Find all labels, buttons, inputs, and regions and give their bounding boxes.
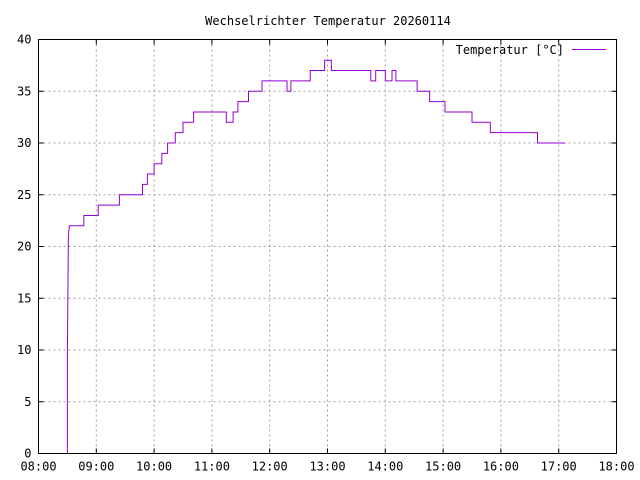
x-tick-label: 16:00 — [483, 460, 519, 474]
x-tick-label: 08:00 — [20, 460, 56, 474]
x-tick-label: 12:00 — [252, 460, 288, 474]
legend: Temperatur [°C] — [456, 43, 606, 57]
x-tick-label: 11:00 — [194, 460, 230, 474]
y-tick-label: 0 — [24, 447, 31, 461]
x-tick-label: 10:00 — [136, 460, 172, 474]
y-tick-label: 20 — [17, 240, 31, 254]
x-tick-label: 14:00 — [367, 460, 403, 474]
data-series — [66, 59, 566, 454]
legend-label: Temperatur [°C] — [456, 43, 564, 57]
x-tick-label: 13:00 — [309, 460, 345, 474]
y-tick-label: 25 — [17, 188, 31, 202]
y-axis-tick-labels: 0 5 10 15 20 25 30 35 40 — [17, 33, 31, 461]
y-tick-label: 15 — [17, 291, 31, 305]
x-tick-label: 18:00 — [598, 460, 634, 474]
x-tick-label: 09:00 — [78, 460, 114, 474]
chart-title: Wechselrichter Temperatur 20260114 — [205, 14, 451, 28]
x-axis-tick-labels: 08:00 09:00 10:00 11:00 12:00 13:00 14:00 15:00… — [20, 460, 634, 474]
y-tick-label: 35 — [17, 84, 31, 98]
series-line — [66, 59, 566, 454]
x-tick-label: 17:00 — [541, 460, 577, 474]
y-tick-label: 10 — [17, 343, 31, 357]
x-tick-label: 15:00 — [425, 460, 461, 474]
y-tick-label: 30 — [17, 136, 31, 150]
grid-lines — [38, 39, 617, 454]
y-tick-label: 40 — [17, 33, 31, 47]
y-tick-label: 5 — [24, 395, 31, 409]
plot-frame — [38, 39, 617, 454]
